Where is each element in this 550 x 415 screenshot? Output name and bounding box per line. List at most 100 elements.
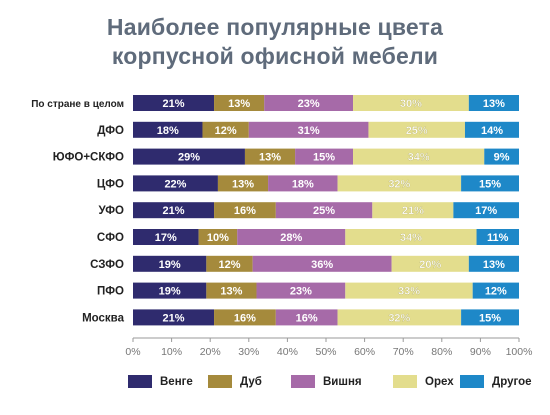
bar-segment [391,255,469,272]
data-label: 22% [164,178,186,190]
bar-segment [468,95,519,111]
data-label: 21% [402,205,424,217]
data-label: 21% [163,98,185,110]
x-tick-label: 10% [161,346,182,358]
data-label: 21% [163,312,185,324]
bar-segment [345,282,473,299]
data-label: 17% [155,232,177,244]
legend-swatch [393,375,417,388]
bar-segment [268,175,338,192]
data-label: 25% [406,125,428,137]
data-label: 17% [475,205,497,217]
data-label: 13% [483,98,505,110]
data-label: 34% [408,152,430,164]
legend-label: Дуб [240,375,262,388]
legend-label: Венге [160,375,193,388]
x-tick-label: 60% [354,346,375,358]
bar-segment [252,255,392,272]
data-label: 25% [313,205,335,217]
x-tick-label: 20% [200,346,221,358]
legend-swatch [460,375,484,388]
bar-segment [461,175,519,192]
data-label: 20% [419,259,441,271]
bar-segment [248,121,369,138]
bar-segment [133,309,215,326]
bar-segment [372,202,454,219]
x-tick-label: 0% [125,346,140,358]
x-tick-label: 30% [238,346,259,358]
chart-title-line2: корпусной офисной мебели [111,43,439,69]
x-tick-label: 90% [470,346,491,358]
bar-segment [133,255,207,272]
legend-swatch [128,375,152,388]
bar-segment [275,309,338,326]
data-label: 15% [479,178,501,190]
bar-segment [237,229,346,245]
bar-segment [214,309,276,326]
data-label: 31% [298,125,320,137]
category-label: ПФО [97,286,124,298]
bar-segment [256,282,346,299]
data-label: 33% [398,286,420,298]
category-label: Москва [82,312,125,324]
data-label: 28% [280,232,302,244]
bar-segment [468,255,519,272]
x-tick-label: 100% [506,346,533,358]
legend-label: Вишня [323,375,362,388]
data-label: 15% [479,312,501,324]
x-tick-label: 70% [393,346,414,358]
legend-label: Другое [492,375,532,388]
bar-segment [133,282,207,299]
data-label: 23% [290,286,312,298]
data-label: 23% [298,98,320,110]
data-label: 16% [234,312,256,324]
legend-item: Венге [128,375,193,388]
data-label: 36% [311,259,333,271]
data-label: 13% [259,152,281,164]
data-label: 21% [163,205,185,217]
category-label: УФО [99,205,125,217]
bar-segment [133,121,203,138]
legend-swatch [291,375,315,388]
legend-item: Другое [460,375,532,388]
x-tick-label: 80% [431,346,452,358]
data-label: 30% [400,98,422,110]
bar-segment [353,95,469,111]
bar-segment [198,229,238,245]
data-label: 9% [494,152,510,164]
x-tick-label: 50% [315,346,336,358]
data-label: 32% [388,312,410,324]
bar-segment [133,148,245,165]
bar-segment [484,148,519,165]
bar-segment [133,95,215,111]
data-label: 19% [159,286,181,298]
bar-segment [264,95,354,111]
data-label: 12% [215,125,237,137]
category-label: ЦФО [97,178,124,190]
data-label: 16% [234,205,256,217]
bar-segment [476,229,519,245]
bar-segment [345,229,477,245]
data-label: 34% [400,232,422,244]
legend-item: Вишня [291,375,362,388]
category-label: СФО [97,232,124,244]
data-label: 13% [228,98,250,110]
data-label: 13% [483,259,505,271]
data-label: 29% [178,152,200,164]
chart-title-line1: Наиболее популярные цвета [106,14,444,40]
data-label: 12% [485,286,507,298]
data-label: 13% [220,286,242,298]
bar-segment [461,309,519,326]
legend-item: Орех [393,375,454,388]
bar-segment [244,148,296,165]
data-label: 19% [159,259,181,271]
bar-segment [295,148,354,165]
legend-label: Орех [425,375,454,388]
bar-segment [275,202,373,219]
data-label: 13% [232,178,254,190]
chart-legend: Венге Дуб Вишня Орех Другое [128,375,548,391]
bar-segment [206,255,253,272]
category-label: По стране в целом [31,99,124,110]
x-tick-label: 40% [277,346,298,358]
